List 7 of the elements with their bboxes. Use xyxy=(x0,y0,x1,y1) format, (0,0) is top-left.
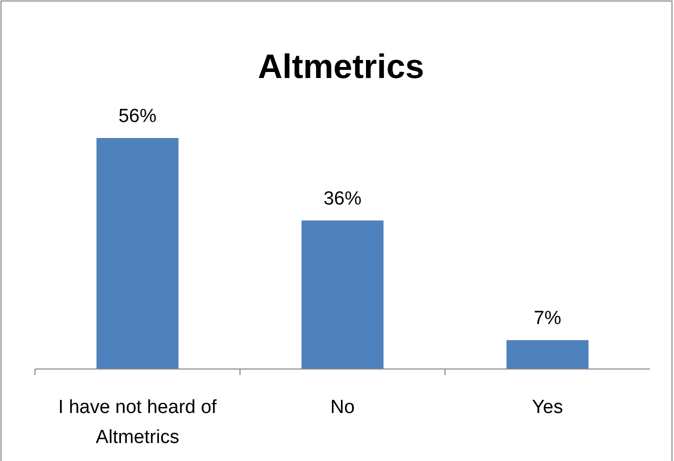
x-tick-label: Yes xyxy=(532,397,563,418)
data-label: 36% xyxy=(323,188,362,210)
x-tick-label: No xyxy=(330,397,355,418)
x-tick-label: I have not heard of Altmetrics xyxy=(58,397,218,448)
data-label: 7% xyxy=(534,308,562,330)
chart-title: Altmetrics xyxy=(258,48,424,86)
data-label: 56% xyxy=(118,106,157,127)
